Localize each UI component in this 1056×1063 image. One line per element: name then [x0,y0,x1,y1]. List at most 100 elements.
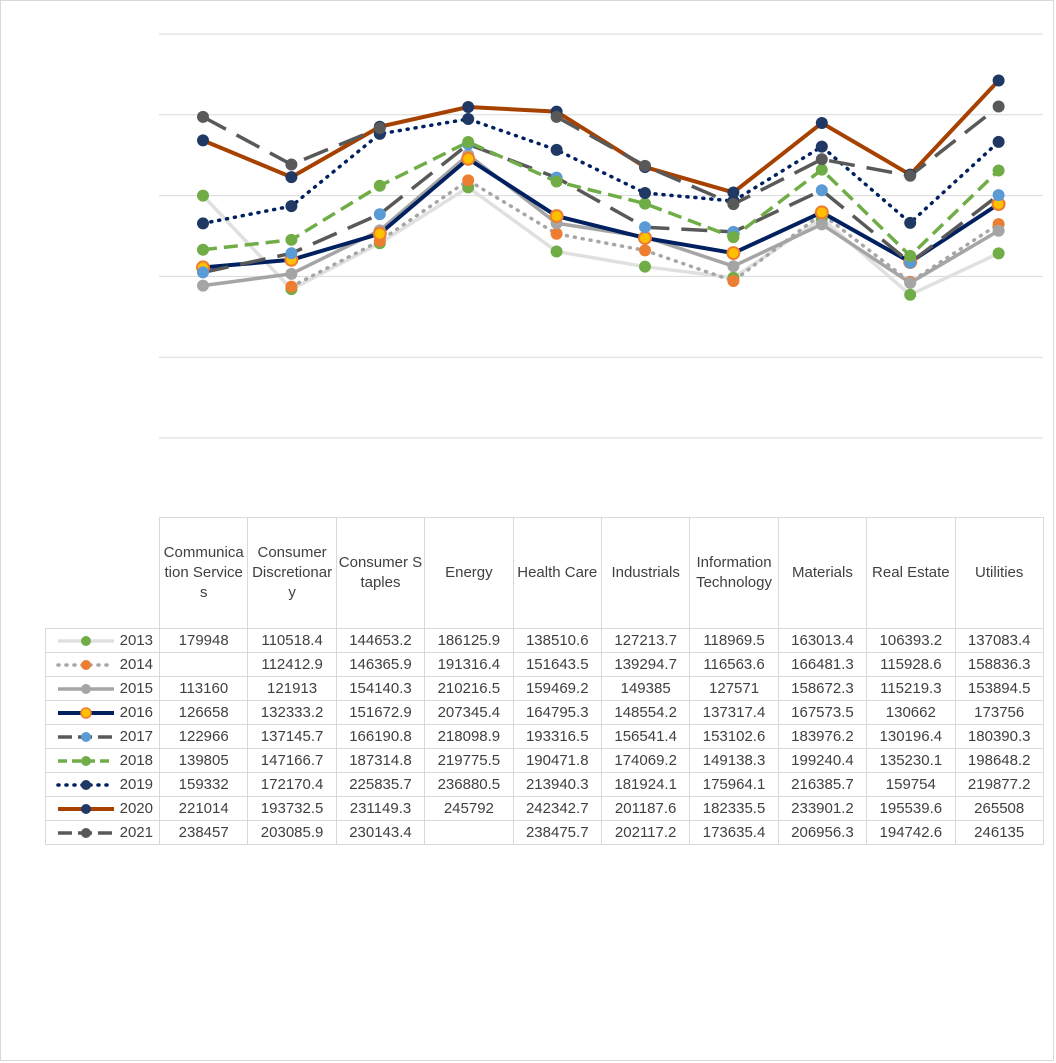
data-point-2019 [197,217,209,229]
table-row: 2014 112412.9 146365.9 191316.4 151643.5 1392… [46,653,1044,677]
table-cell: 153894.5 [955,677,1043,701]
legend-cell: 2021 [46,821,160,845]
table-cell: 233901.2 [778,797,866,821]
table-cell: 216385.7 [778,773,866,797]
category-header: Health Care [513,518,601,629]
data-point-2021 [816,153,828,165]
table-cell: 191316.4 [425,653,513,677]
table-cell: 225835.7 [336,773,424,797]
table-cell: 175964.1 [690,773,778,797]
table-cell: 202117.2 [601,821,689,845]
table-cell: 242342.7 [513,797,601,821]
table-cell: 146365.9 [336,653,424,677]
data-point-2021 [904,170,916,182]
data-point-2018 [197,244,209,256]
data-point-2019 [816,141,828,153]
table-row: 2016 126658 132333.2 151672.9 207345.4 164795… [46,701,1044,725]
legend-cell: 2018 [46,749,160,773]
table-cell [425,821,513,845]
table-cell: 221014 [160,797,248,821]
table-cell: 163013.4 [778,629,866,653]
table-cell: 219775.5 [425,749,513,773]
legend-cell: 2013 [46,629,160,653]
data-point-2018 [374,180,386,192]
table-cell: 116563.6 [690,653,778,677]
table-cell: 238475.7 [513,821,601,845]
table-cell: 132333.2 [248,701,336,725]
data-point-2014 [285,281,297,293]
data-point-2019 [285,200,297,212]
legend-cell: 2014 [46,653,160,677]
data-point-2018 [462,136,474,148]
table-cell: 113160 [160,677,248,701]
table-cell: 127571 [690,677,778,701]
table-cell: 187314.8 [336,749,424,773]
data-point-2019 [639,187,651,199]
series-line-2017 [203,144,999,272]
table-cell: 137317.4 [690,701,778,725]
data-point-2020 [727,186,739,198]
data-point-2013 [197,190,209,202]
table-row: 2015 113160 121913 154140.3 210216.5 159469.2… [46,677,1044,701]
legend-cell: 2020 [46,797,160,821]
table-cell: 137145.7 [248,725,336,749]
table-cell: 203085.9 [248,821,336,845]
table-cell: 135230.1 [867,749,955,773]
table-cell: 265508 [955,797,1043,821]
data-point-2019 [462,113,474,125]
table-cell: 159332 [160,773,248,797]
table-cell: 181924.1 [601,773,689,797]
series-label: 2021 [120,824,153,841]
table-cell: 151643.5 [513,653,601,677]
data-point-2020 [993,74,1005,86]
table-cell: 190471.8 [513,749,601,773]
data-point-2017 [639,221,651,233]
table-cell: 186125.9 [425,629,513,653]
data-point-2016 [727,247,739,259]
table-cell: 180390.3 [955,725,1043,749]
data-point-2013 [639,261,651,273]
series-label: 2013 [120,632,153,649]
category-header: Information Technology [690,518,778,629]
table-row: 2013 179948 110518.4 144653.2 186125.9 138510… [46,629,1044,653]
table-cell: 137083.4 [955,629,1043,653]
table-cell: 139294.7 [601,653,689,677]
table-cell: 218098.9 [425,725,513,749]
table-cell: 112412.9 [248,653,336,677]
data-point-2021 [639,160,651,172]
data-point-2014 [639,244,651,256]
data-point-2019 [551,144,563,156]
line-chart [1,1,1055,501]
data-point-2016 [639,232,651,244]
table-cell: 130662 [867,701,955,725]
data-point-2015 [285,268,297,280]
data-point-2014 [727,275,739,287]
table-cell: 156541.4 [601,725,689,749]
table-cell: 154140.3 [336,677,424,701]
data-point-2018 [816,164,828,176]
table-row: 2021 238457 203085.9 230143.4 238475.7 202117… [46,821,1044,845]
table-cell: 166481.3 [778,653,866,677]
table-cell: 149138.3 [690,749,778,773]
legend-key [56,634,116,648]
table-cell: 231149.3 [336,797,424,821]
table-cell: 219877.2 [955,773,1043,797]
data-point-2015 [197,280,209,292]
category-header: Industrials [601,518,689,629]
data-table: Communication Services Consumer Discretio… [45,517,1044,845]
data-point-2020 [462,101,474,113]
table-cell: 201187.6 [601,797,689,821]
table-cell: 159754 [867,773,955,797]
data-point-2021 [197,111,209,123]
series-line-2020 [203,80,999,192]
table-cell: 122966 [160,725,248,749]
data-point-2019 [904,217,916,229]
data-point-2014 [551,228,563,240]
legend-cell: 2016 [46,701,160,725]
legend-key [56,658,116,672]
table-cell: 118969.5 [690,629,778,653]
data-point-2021 [993,101,1005,113]
data-point-2015 [816,218,828,230]
data-point-2018 [904,250,916,262]
table-cell: 130196.4 [867,725,955,749]
